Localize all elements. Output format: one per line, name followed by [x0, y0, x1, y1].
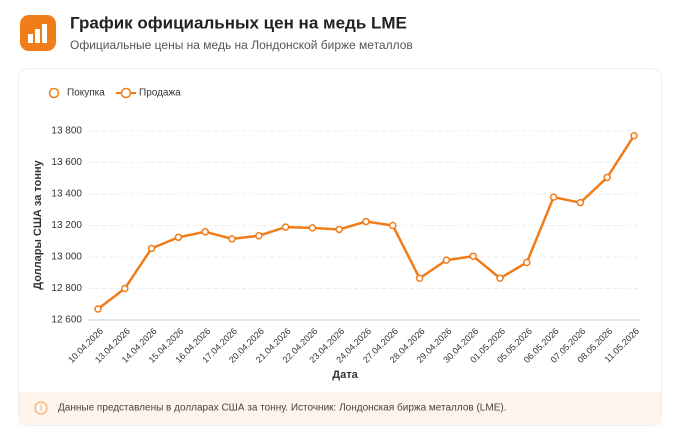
y-tick-label: 13 400 [51, 189, 82, 200]
legend-marker [120, 87, 132, 99]
card [18, 68, 662, 426]
note: Данные представлены в долларах США за то… [58, 402, 506, 414]
point [442, 256, 451, 264]
y-tick-label: 13 000 [51, 252, 82, 263]
point [523, 258, 531, 267]
note-bg [19, 392, 661, 425]
point [496, 274, 504, 283]
y-tick-label: 13 600 [51, 157, 82, 168]
point [147, 244, 156, 253]
info-icon-i: i [40, 402, 42, 412]
y-tick-label: 13 200 [51, 220, 82, 231]
icon-bar [35, 29, 40, 43]
title: График официальных цен на медь LME [70, 13, 407, 32]
point [255, 231, 263, 240]
point [308, 224, 317, 232]
point [281, 223, 290, 231]
y-tick-label: 12 600 [51, 315, 82, 326]
point [174, 233, 183, 242]
point [415, 274, 424, 283]
y-tick-label: 12 800 [51, 283, 82, 294]
point [121, 284, 129, 293]
subtitle: Официальные цены на медь на Лондонской б… [70, 38, 413, 52]
point [630, 131, 638, 140]
point [228, 235, 236, 243]
point [603, 173, 611, 182]
point [576, 198, 585, 207]
point [335, 225, 343, 234]
icon-bar [42, 24, 47, 43]
point [469, 252, 477, 260]
point [389, 221, 397, 230]
y-tick-label: 13 800 [51, 126, 82, 137]
x-axis-label: Дата [332, 369, 358, 381]
point [549, 193, 558, 201]
point [94, 305, 102, 313]
point [201, 228, 209, 236]
info-icon [34, 401, 48, 415]
icon-bar [28, 34, 33, 43]
legend-label: Продажа [139, 88, 181, 99]
legend-label: Покупка [67, 88, 105, 99]
point [362, 217, 370, 226]
y-axis-label: Доллары США за тонну [32, 159, 44, 289]
legend-marker [48, 87, 60, 99]
